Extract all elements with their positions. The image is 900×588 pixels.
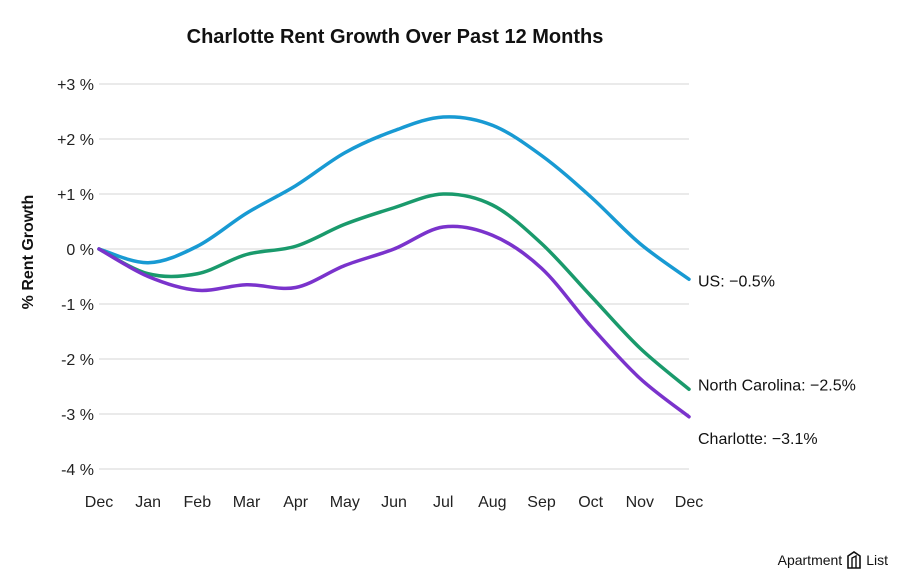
y-tick-label: +1 % <box>57 187 94 204</box>
x-tick-label: Feb <box>184 494 212 511</box>
x-tick-label: Aug <box>478 494 506 511</box>
y-tick-label: +2 % <box>57 132 94 149</box>
x-axis-ticks: Dec Jan Feb Mar Apr May Jun Jul Aug Sep Oct Nov Dec <box>85 494 703 511</box>
building-icon <box>847 551 862 569</box>
x-tick-label: Jun <box>381 494 407 511</box>
y-axis-label: % Rent Growth <box>20 195 37 310</box>
series-line-north-carolina <box>97 192 691 391</box>
chart-title: Charlotte Rent Growth Over Past 12 Month… <box>186 26 604 48</box>
y-tick-label: -1 % <box>61 297 94 314</box>
x-tick-label: Dec <box>85 494 113 511</box>
series-lines <box>97 115 691 419</box>
x-tick-label: Sep <box>527 494 556 511</box>
brand-name-first: Apartment <box>777 552 843 568</box>
x-tick-label: May <box>330 494 360 511</box>
y-tick-label: +3 % <box>57 77 94 94</box>
series-end-label-charlotte: Charlotte: −3.1% <box>698 431 818 448</box>
y-axis-ticks: +3 % +2 % +1 % 0 % -1 % -2 % -3 % -4 % <box>57 77 94 479</box>
y-tick-label: -4 % <box>61 462 94 479</box>
x-tick-label: Jul <box>433 494 453 511</box>
series-line-charlotte <box>97 224 691 419</box>
series-line-us <box>97 115 691 281</box>
x-tick-label: Jan <box>135 494 161 511</box>
y-tick-label: -3 % <box>61 407 94 424</box>
series-end-label-north-carolina: North Carolina: −2.5% <box>698 377 856 394</box>
apartment-list-logo: Apartment List <box>778 550 888 570</box>
x-tick-label: Dec <box>675 494 703 511</box>
series-end-label-us: US: −0.5% <box>698 273 775 290</box>
x-tick-label: Oct <box>578 494 603 511</box>
x-tick-label: Apr <box>283 494 309 511</box>
brand-name-second: List <box>866 552 888 568</box>
series-end-labels: US: −0.5% North Carolina: −2.5% Charlotte:… <box>698 273 856 448</box>
y-tick-label: -2 % <box>61 352 94 369</box>
x-tick-label: Mar <box>233 494 261 511</box>
x-tick-label: Nov <box>626 494 654 511</box>
y-tick-label: 0 % <box>66 242 94 259</box>
